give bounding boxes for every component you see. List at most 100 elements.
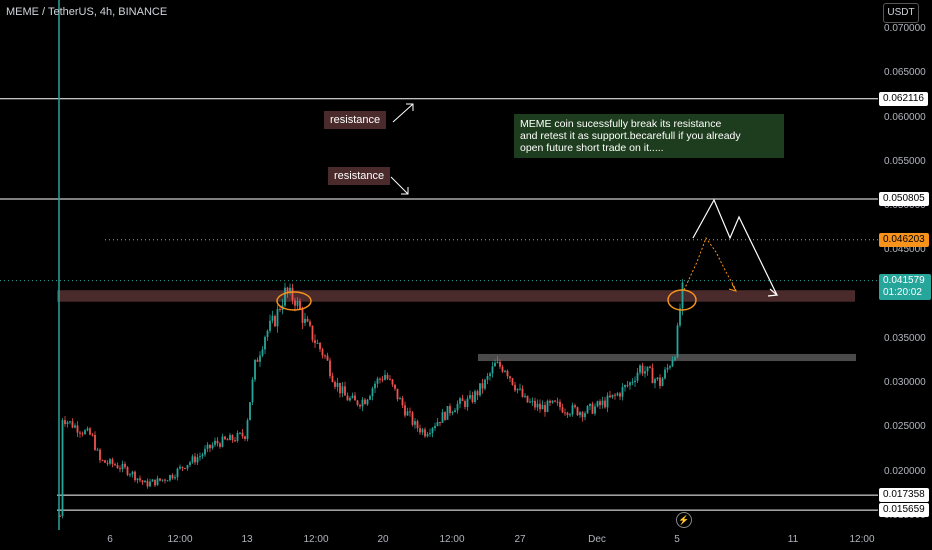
candle-body xyxy=(381,379,384,381)
candle-body xyxy=(634,380,636,382)
candle-body xyxy=(116,465,119,469)
candle-body xyxy=(334,382,336,387)
candle-body xyxy=(354,395,356,401)
candle-body xyxy=(309,321,311,326)
candle-body xyxy=(471,395,474,403)
candle-body xyxy=(74,425,76,428)
candle-body xyxy=(311,325,314,341)
y-tick-label: 0.035000 xyxy=(884,332,926,344)
candle-body xyxy=(119,468,121,470)
candle-body xyxy=(109,459,111,464)
candle-body xyxy=(674,357,676,360)
arrow-down-right xyxy=(390,176,409,195)
candle-body xyxy=(209,444,211,449)
candle-body xyxy=(266,330,269,337)
candle-body xyxy=(521,388,524,397)
candle-body xyxy=(474,391,476,403)
candle-body xyxy=(134,471,136,481)
candle-body xyxy=(621,387,624,397)
candle-body xyxy=(546,400,549,412)
price-tag-value: 0.050805 xyxy=(883,192,925,204)
candle-body xyxy=(414,421,416,425)
candle-body xyxy=(489,373,491,377)
candle-body xyxy=(536,403,539,408)
projection-path-orange xyxy=(683,236,737,291)
candle-body xyxy=(149,481,151,487)
candle-body xyxy=(486,376,489,380)
candle-body xyxy=(356,400,359,405)
candle-body xyxy=(396,388,399,400)
candle-body xyxy=(339,382,341,394)
candle-body xyxy=(416,421,419,429)
candle-body xyxy=(541,405,544,410)
candle-body xyxy=(241,432,244,437)
candle-body xyxy=(451,412,454,414)
candle-body xyxy=(189,462,191,465)
currency-button[interactable]: USDT xyxy=(883,3,919,23)
candle-body xyxy=(544,405,546,412)
candle-body xyxy=(261,349,264,356)
candle-body xyxy=(576,407,579,416)
candle-body xyxy=(619,393,621,397)
candle-body xyxy=(511,378,514,385)
candle-body xyxy=(574,405,576,408)
x-tick-label: 12:00 xyxy=(167,534,193,545)
candle-body xyxy=(539,403,541,410)
y-tick-label: 0.070000 xyxy=(884,23,926,34)
candle-body xyxy=(221,436,224,447)
candle-body xyxy=(461,398,464,402)
x-tick-label: 12:00 xyxy=(849,534,875,545)
candle-body xyxy=(419,428,421,433)
lightning-icon[interactable]: ⚡ xyxy=(676,512,692,528)
candle-body xyxy=(586,406,589,414)
candle-body xyxy=(274,315,276,327)
candle-body xyxy=(591,403,594,414)
candle-body xyxy=(514,384,516,391)
candle-body xyxy=(296,300,299,306)
candle-body xyxy=(404,405,406,416)
candle-body xyxy=(449,406,451,414)
resistance-label-lower: resistance xyxy=(328,167,391,185)
candle-body xyxy=(304,318,306,323)
candle-body xyxy=(504,370,506,372)
candle-body xyxy=(526,395,529,403)
candle-body xyxy=(79,432,81,434)
candle-body xyxy=(651,367,654,384)
arrow-head xyxy=(401,187,409,195)
candle-body xyxy=(224,436,226,440)
candle-body xyxy=(654,379,656,384)
candle-body xyxy=(214,440,216,445)
candle-body xyxy=(641,365,644,374)
retest-circle-right xyxy=(667,289,697,311)
candle-body xyxy=(336,382,339,387)
price-tag: 0.062116 xyxy=(879,91,928,106)
candle-body xyxy=(136,478,139,481)
candle-body xyxy=(314,340,316,344)
chart-title: MEME / TetherUS, 4h, BINANCE xyxy=(6,6,168,18)
annotation-note: MEME coin sucessfully break its resistan… xyxy=(514,114,784,158)
candle-body xyxy=(244,436,246,439)
candle-body xyxy=(94,434,96,450)
candle-body xyxy=(131,471,134,475)
candle-body xyxy=(124,463,126,468)
candle-body xyxy=(96,449,99,451)
candle-body xyxy=(239,432,241,434)
candle-body xyxy=(166,480,169,482)
candle-body xyxy=(99,449,101,461)
candle-body xyxy=(409,411,411,413)
arrow-up-right xyxy=(392,103,414,123)
candle-body xyxy=(529,401,531,403)
candle-body xyxy=(284,287,286,306)
candle-body xyxy=(366,399,369,405)
candle-body xyxy=(484,379,486,389)
candle-body xyxy=(426,434,429,437)
x-tick-label: 12:00 xyxy=(439,534,465,545)
candle-body xyxy=(394,384,396,389)
candle-body xyxy=(436,421,439,426)
candle-body xyxy=(236,432,239,441)
candle-body xyxy=(324,355,326,357)
candle-body xyxy=(59,516,61,517)
y-tick-label: 0.060000 xyxy=(884,111,926,123)
price-tag: 0.015659 xyxy=(879,503,929,518)
